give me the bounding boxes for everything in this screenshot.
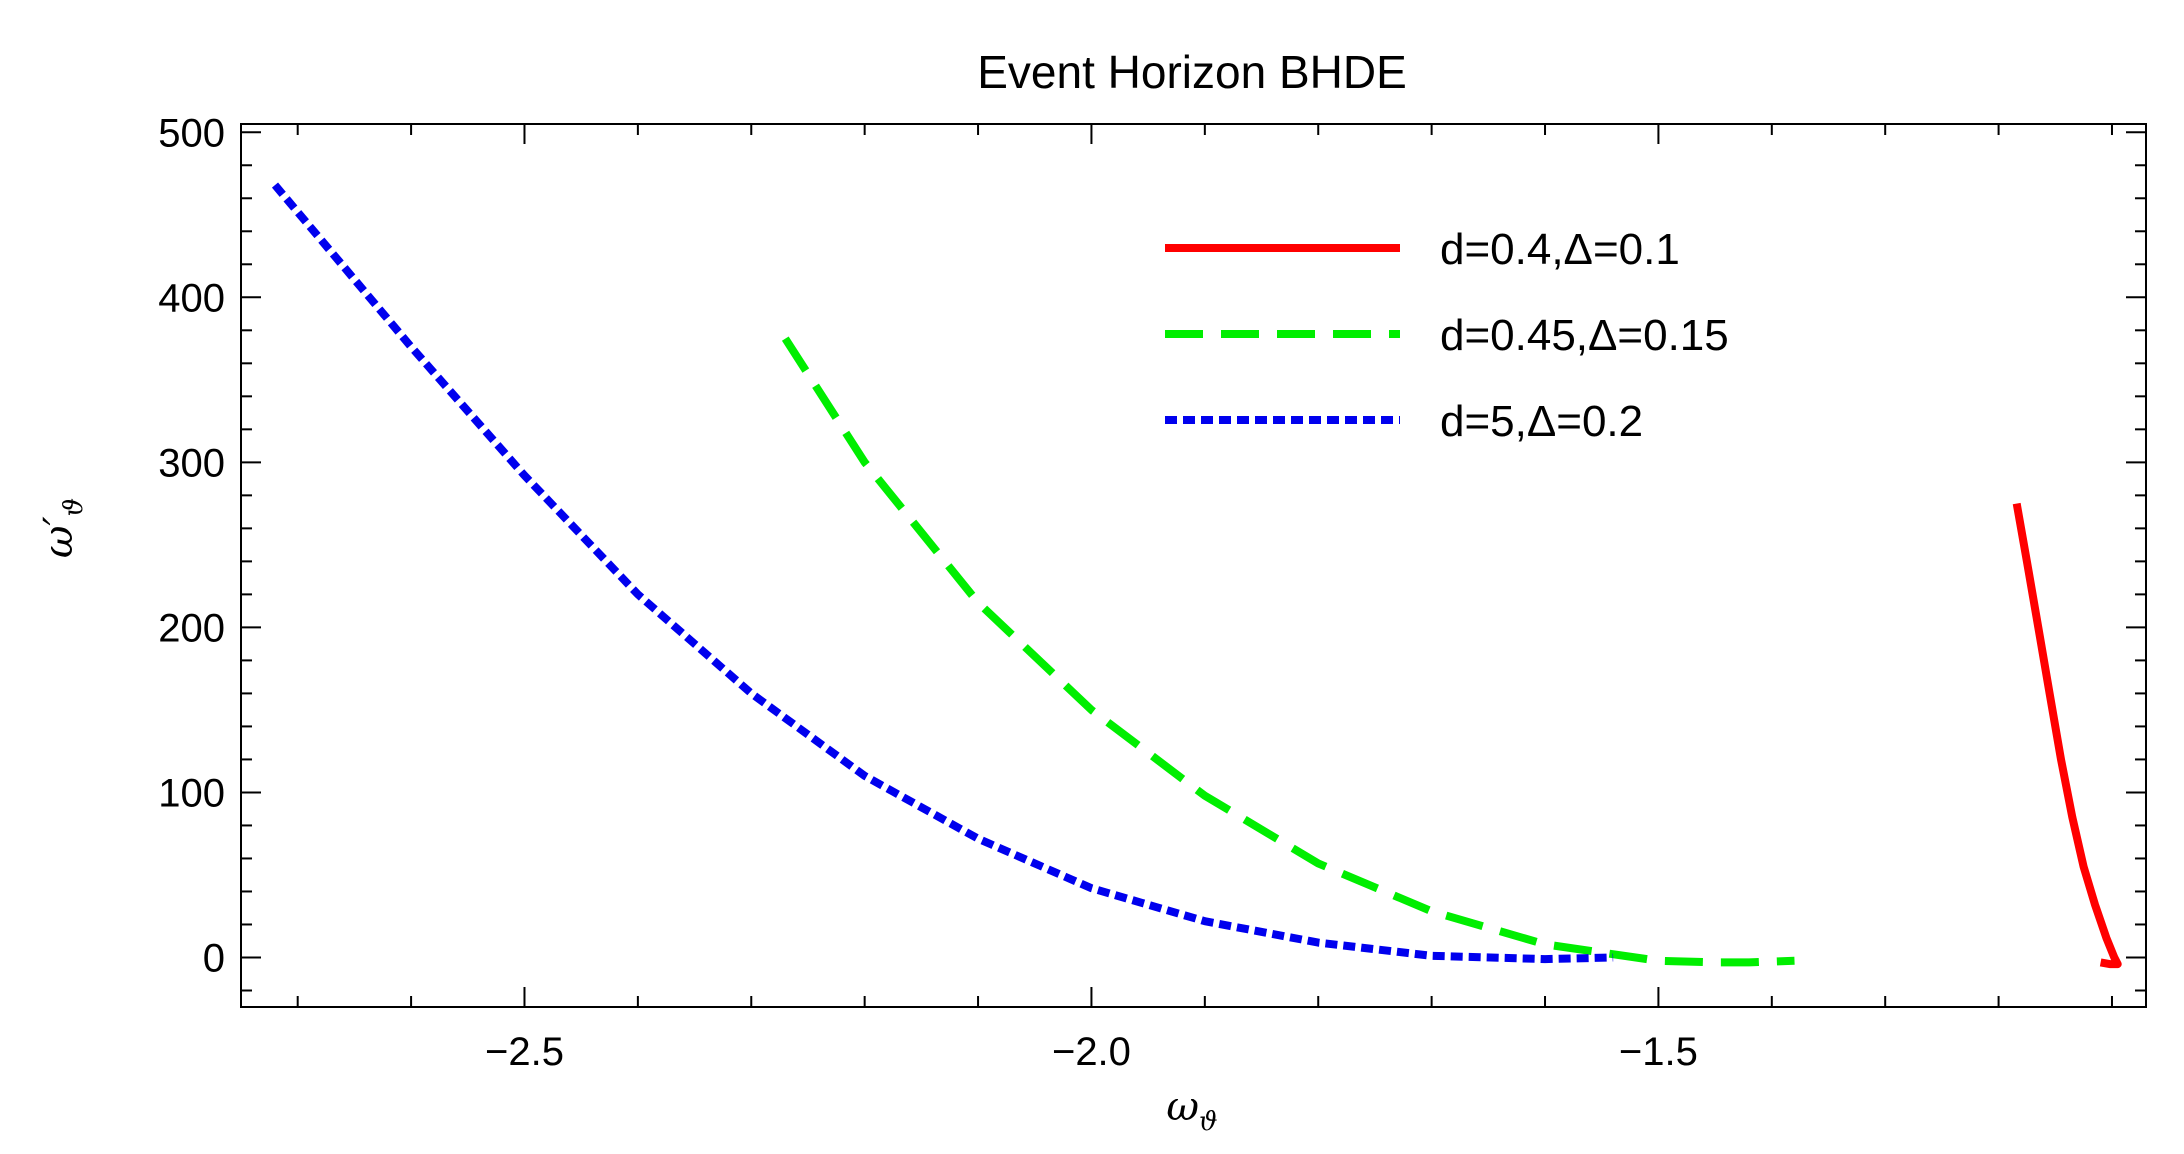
legend-label-red: d=0.4,Δ=0.1 [1440,225,1680,274]
x-tick-label: −2.5 [485,1030,564,1074]
plot-frame [240,123,2147,1008]
legend-label-blue: d=5,Δ=0.2 [1440,397,1643,446]
legend-label-green: d=0.45,Δ=0.15 [1440,311,1729,360]
series-line-0 [2012,502,2122,969]
chart-title: Event Horizon BHDE [977,46,1407,98]
legend: d=0.4,Δ=0.1 d=0.45,Δ=0.15 d=5,Δ=0.2 [1165,225,1729,446]
y-tick-label: 0 [203,936,225,980]
y-tick-label: 500 [158,111,225,155]
y-tick-label: 400 [158,276,225,320]
x-tick-label: −1.5 [1619,1030,1698,1074]
x-axis-label: ωϑ [1166,1084,1217,1137]
x-tick-label: −2.0 [1052,1030,1131,1074]
y-tick-label: 100 [158,771,225,815]
y-tick-label: 300 [158,441,225,485]
y-tick-label: 200 [158,606,225,650]
y-axis-label: ω′ϑ [36,498,89,558]
ticks-layer: −2.5 −2.0 −1.5 0 100 200 300 400 500 [158,111,2146,1074]
series-line-1 [781,336,1795,967]
series-line-2 [271,182,1614,964]
series-layer [271,182,2122,969]
